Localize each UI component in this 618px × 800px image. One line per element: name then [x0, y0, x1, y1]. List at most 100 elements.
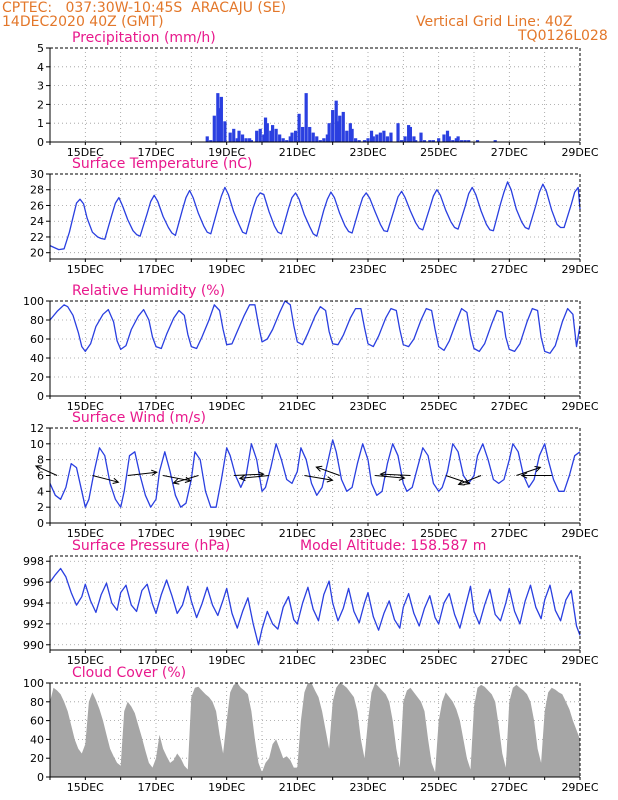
x-tick-label: 25DEC	[420, 781, 457, 794]
precip-bar	[336, 121, 340, 142]
precip-bar	[297, 113, 301, 142]
wind-arrow-head	[457, 479, 465, 486]
wind-arrow	[380, 473, 411, 476]
precip-bar	[375, 134, 379, 142]
precip-bar	[451, 140, 455, 142]
humidity-series-line	[49, 300, 581, 354]
precip-bar	[262, 134, 266, 142]
precip-bar	[463, 140, 467, 142]
header-model-code: TQ0126L028	[518, 28, 608, 44]
precip-bar	[318, 140, 322, 142]
y-tick-label: 40	[30, 733, 44, 746]
wind-arrow-head	[151, 469, 158, 476]
precip-bar	[419, 132, 423, 142]
wind-arrow-head	[238, 474, 246, 482]
wind-arrow	[316, 466, 340, 476]
y-tick-label: 10	[30, 438, 44, 451]
precip-bar	[248, 138, 252, 142]
cloud-cover-title: Cloud Cover (%)	[72, 665, 186, 681]
y-tick-label: 996	[23, 576, 44, 589]
y-tick-label: 80	[30, 314, 44, 327]
y-tick-label: 992	[23, 618, 44, 631]
precip-bar	[290, 132, 294, 142]
precip-bar	[371, 136, 375, 142]
precip-bar	[331, 110, 335, 142]
precip-bar	[285, 140, 289, 142]
precip-bar	[258, 128, 262, 142]
precip-bar	[263, 117, 268, 142]
header-run-date: 14DEC2020 40Z (GMT)	[2, 14, 164, 30]
wind-arrow	[375, 475, 405, 479]
precip-bar	[460, 140, 464, 142]
y-tick-label: 60	[30, 715, 44, 728]
x-tick-label: 27DEC	[491, 654, 528, 667]
wind-arrow	[35, 465, 58, 476]
x-tick-label: 15DEC	[67, 400, 104, 413]
precip-bar	[327, 123, 331, 142]
precip-bar	[228, 132, 232, 142]
y-tick-label: 22	[30, 231, 44, 244]
precip-bar	[232, 128, 236, 142]
precip-bar	[237, 130, 241, 142]
x-tick-label: 23DEC	[349, 527, 386, 540]
x-tick-label: 21DEC	[279, 400, 316, 413]
precip-bar	[301, 126, 305, 142]
precip-bar	[396, 123, 400, 142]
precip-bar	[341, 111, 345, 142]
y-tick-label: 20	[30, 247, 44, 260]
y-tick-label: 0	[37, 390, 44, 403]
precip-bar	[369, 130, 374, 142]
precip-bar	[399, 140, 404, 142]
wind-arrow	[445, 475, 470, 485]
wind-arrow-head	[520, 472, 528, 479]
precipitation-title: Precipitation (mm/h)	[72, 30, 216, 46]
y-tick-label: 12	[30, 422, 44, 435]
precip-bar	[304, 93, 308, 142]
x-tick-label: 23DEC	[349, 263, 386, 276]
precip-bar	[288, 136, 292, 142]
x-tick-label: 19DEC	[208, 781, 245, 794]
wind-arrow-head	[326, 476, 334, 483]
y-tick-label: 998	[23, 555, 44, 568]
precip-bar	[378, 132, 382, 142]
x-tick-label: 17DEC	[137, 263, 174, 276]
precip-bar	[445, 130, 450, 142]
x-tick-label: 17DEC	[137, 781, 174, 794]
precip-bar	[338, 115, 342, 142]
temperature-title: Surface Temperature (nC)	[72, 156, 253, 172]
precip-bar	[315, 136, 319, 142]
pressure-series-line	[49, 567, 581, 646]
pressure-title: Surface Pressure (hPa)	[72, 538, 230, 554]
header-grid-note: Vertical Grid Line: 40Z	[416, 14, 573, 30]
precipitation-panel: Precipitation (mm/h) 0 1 2 3 4 5 15DEC 17DEC 19DE…	[37, 30, 599, 159]
wind-arrow	[92, 475, 119, 483]
precip-bar	[403, 136, 407, 142]
cloud-cover-area	[50, 683, 580, 777]
precip-bar	[311, 132, 315, 142]
precip-bar	[412, 136, 416, 142]
y-tick-label: 28	[30, 184, 44, 197]
y-tick-label: 3	[37, 80, 44, 93]
precip-bar	[454, 138, 458, 142]
wind-arrow	[458, 475, 482, 485]
x-tick-label: 19DEC	[208, 527, 245, 540]
x-tick-label: 15DEC	[67, 654, 104, 667]
x-tick-label: 19DEC	[208, 654, 245, 667]
x-tick-label: 17DEC	[137, 527, 174, 540]
precip-bar	[271, 125, 275, 142]
precip-bar	[269, 130, 273, 142]
wind-arrow-head	[315, 465, 323, 472]
precip-bar	[447, 136, 451, 142]
precip-bar	[354, 138, 358, 142]
y-tick-label: 30	[30, 168, 44, 181]
precip-bar	[293, 130, 298, 142]
precip-bar	[278, 134, 282, 142]
precip-bar	[240, 134, 245, 142]
y-tick-label: 4	[37, 61, 44, 74]
precip-bar	[414, 140, 418, 142]
y-tick-label: 0	[37, 517, 44, 530]
x-tick-label: 27DEC	[491, 527, 528, 540]
x-tick-label: 15DEC	[67, 527, 104, 540]
precip-bar	[345, 130, 349, 142]
x-tick-label: 25DEC	[420, 400, 457, 413]
